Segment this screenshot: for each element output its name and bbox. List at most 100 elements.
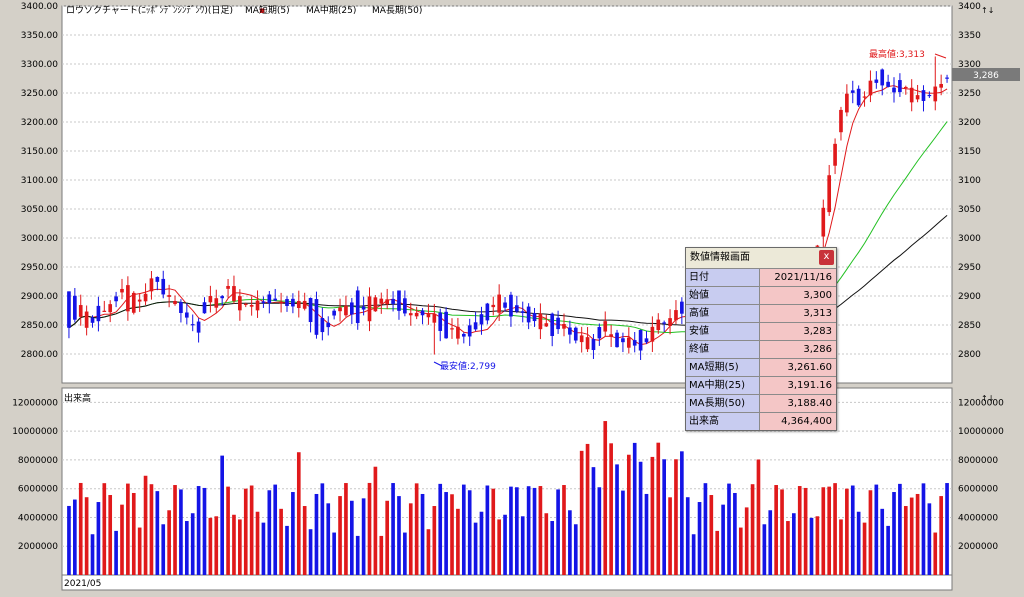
candle-body <box>662 322 667 324</box>
candle-body <box>933 86 938 102</box>
candle-body <box>414 312 419 317</box>
volume-panel-controls[interactable]: ↑↓ <box>981 394 994 403</box>
close-icon[interactable]: x <box>819 250 834 265</box>
candle-body <box>544 323 549 327</box>
volume-bar <box>432 506 437 575</box>
candle-body <box>945 77 949 79</box>
candle-body <box>73 295 77 320</box>
candle-body <box>921 90 926 101</box>
candle-body <box>167 295 171 297</box>
candle-body <box>833 143 837 166</box>
info-row: MA中期(25) 3,191.16 <box>686 377 836 395</box>
volume-bar <box>397 496 401 575</box>
volume-bar <box>461 484 466 575</box>
candle-body <box>839 109 843 133</box>
info-row: 安値 3,283 <box>686 323 836 341</box>
volume-bar <box>320 483 325 575</box>
candle-body <box>656 319 661 331</box>
candle-body <box>131 292 136 313</box>
candle-body <box>420 310 425 316</box>
info-row: 高値 3,313 <box>686 305 836 323</box>
volume-bar <box>414 483 419 575</box>
volume-bar <box>344 483 348 575</box>
volume-bar <box>880 508 885 575</box>
candle-body <box>874 79 879 83</box>
volume-tick-left: 4000000 <box>18 513 58 523</box>
candle-body <box>821 207 826 237</box>
legend-ma-mid: MA中期(25) <box>306 4 356 16</box>
candle-body <box>114 296 118 302</box>
info-row-label: MA短期(5) <box>686 359 760 376</box>
axis-layer: 3400.00 3400 3350.00 3350 3300.00 3300 3250.00… <box>12 2 1004 552</box>
volume-bar <box>603 421 608 575</box>
price-panel-controls[interactable]: ↑↓ <box>981 6 994 15</box>
candle-body <box>243 303 248 306</box>
info-row-label: MA中期(25) <box>686 377 760 394</box>
candle-body <box>609 334 613 337</box>
volume-bar <box>668 497 672 575</box>
candle-body <box>373 297 378 312</box>
volume-bar <box>96 502 101 575</box>
candle-body <box>238 296 242 311</box>
info-row-label: 始値 <box>686 287 760 304</box>
candle-body <box>491 304 496 308</box>
candle-body <box>84 311 89 328</box>
info-panel-title-text: 数値情報画面 <box>690 252 750 263</box>
volume-bar <box>780 489 784 575</box>
candle-body <box>261 301 266 304</box>
candle-body <box>467 325 472 337</box>
candle-body <box>520 311 525 313</box>
volume-bar <box>249 485 254 575</box>
volume-bar <box>839 519 843 575</box>
volume-bar <box>273 484 278 575</box>
volume-tick-right: 10000000 <box>958 427 1004 437</box>
candle-body <box>603 321 608 332</box>
candle-body <box>385 299 390 305</box>
price-tick-left: 3100.00 <box>21 176 58 186</box>
volume-bar <box>644 493 649 575</box>
volume-bar <box>261 522 266 575</box>
volume-bar <box>909 497 914 575</box>
volume-bar <box>509 486 513 575</box>
candle-body <box>556 317 560 330</box>
candle-body <box>96 305 101 322</box>
volume-tick-left: 12000000 <box>12 398 58 408</box>
volume-bar <box>450 494 454 575</box>
candle-body <box>850 90 855 93</box>
volume-bar <box>744 507 749 575</box>
candle-body <box>939 83 943 88</box>
price-tick-left: 3000.00 <box>21 234 58 244</box>
volume-bar <box>179 489 183 575</box>
volume-tick-left: 8000000 <box>18 456 58 466</box>
date-strip <box>61 574 953 591</box>
price-tick-left: 2900.00 <box>21 292 58 302</box>
candle-body <box>255 300 260 311</box>
volume-bar <box>314 493 319 575</box>
candle-body <box>126 285 130 312</box>
candle-body <box>361 306 366 310</box>
candle-body <box>308 297 313 323</box>
volume-tick-right: 12000000 <box>958 398 1004 408</box>
candle-body <box>196 321 201 333</box>
candle-body <box>379 298 384 304</box>
volume-bar <box>367 482 372 575</box>
candle-body <box>503 302 507 308</box>
volume-bar <box>184 521 189 575</box>
volume-bar <box>78 482 83 575</box>
candle-body <box>326 322 331 328</box>
volume-bar <box>786 521 790 575</box>
volume-bar <box>515 487 519 575</box>
candle-body <box>102 310 107 312</box>
info-panel[interactable]: 数値情報画面 x 日付 2021/11/16 始値 3,300 高値 3,313 安値 3,2… <box>685 247 837 431</box>
price-tick-right: 3100 <box>958 176 981 186</box>
volume-bar <box>898 483 902 575</box>
candle-body <box>892 87 896 93</box>
candle-body <box>314 299 319 335</box>
volume-bar <box>444 492 448 575</box>
candle-body <box>202 302 207 314</box>
volume-bar <box>143 475 148 575</box>
info-row-label: 高値 <box>686 305 760 322</box>
info-row-value: 3,283 <box>760 323 836 340</box>
